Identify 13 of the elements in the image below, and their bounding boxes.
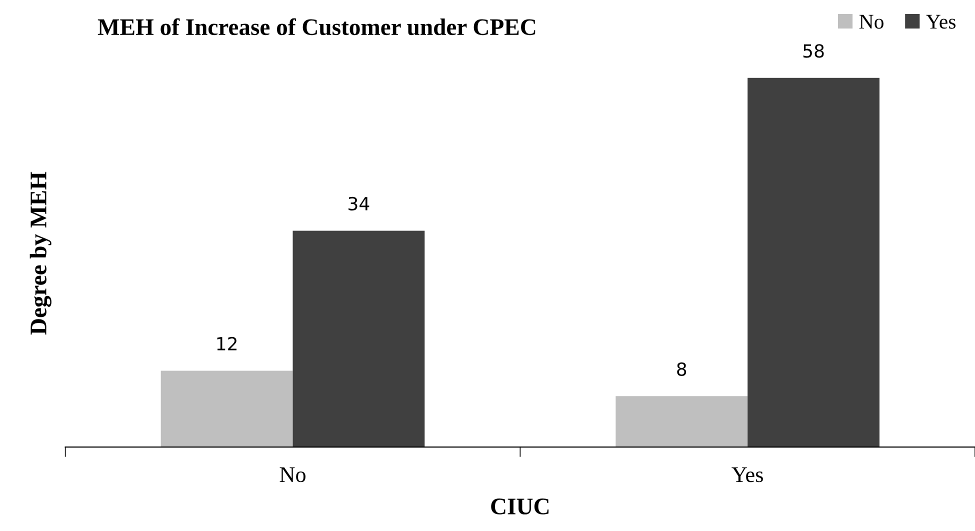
bar xyxy=(616,396,748,448)
data-label: 58 xyxy=(803,44,824,58)
bar xyxy=(748,78,880,448)
bar xyxy=(160,370,293,448)
legend-label: Yes xyxy=(926,14,956,29)
data-label: 8 xyxy=(677,362,686,376)
legend-label: No xyxy=(859,14,884,29)
chart-title: MEH of Increase of Customer under CPEC xyxy=(98,18,536,36)
y-axis-title: Degree by MEH xyxy=(30,172,52,335)
bar xyxy=(292,230,425,448)
data-label: 34 xyxy=(348,196,370,211)
data-label: 12 xyxy=(217,336,236,350)
x-axis-title: CIUC xyxy=(491,498,549,514)
